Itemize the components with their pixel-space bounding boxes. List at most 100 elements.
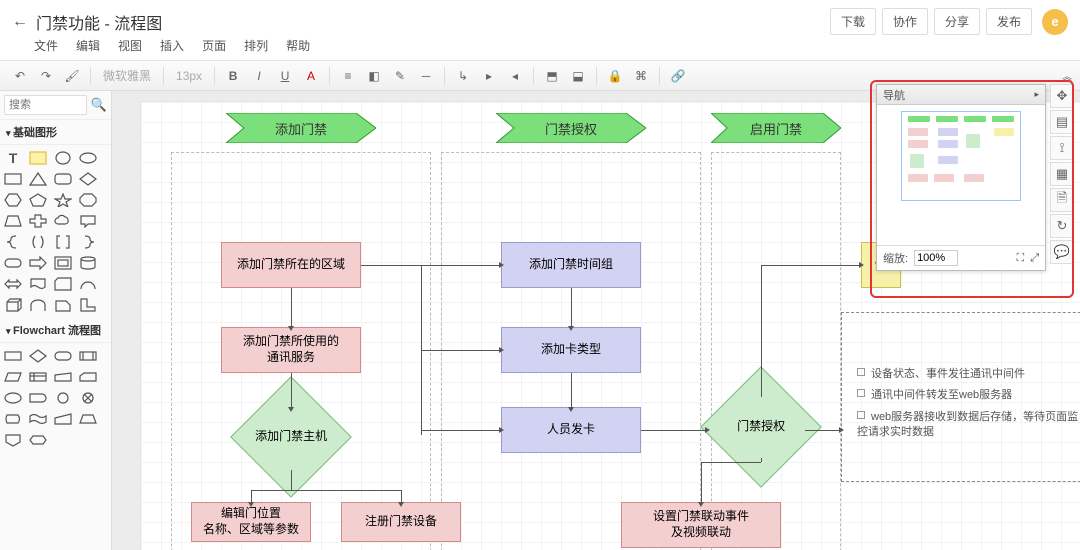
menu-view[interactable]: 视图 [118, 37, 142, 54]
flow-manualin-icon[interactable] [52, 410, 74, 428]
node-card-type[interactable]: 添加卡类型 [501, 327, 641, 373]
menu-file[interactable]: 文件 [34, 37, 58, 54]
node-time-group[interactable]: 添加门禁时间组 [501, 242, 641, 288]
shape-star-icon[interactable] [52, 191, 74, 209]
node-add-area[interactable]: 添加门禁所在的区域 [221, 242, 361, 288]
shape-paren-icon[interactable] [27, 233, 49, 251]
flow-process-icon[interactable] [2, 347, 24, 365]
rail-ruler-icon[interactable]: ⟟ [1050, 136, 1074, 160]
flow-decision-icon[interactable] [27, 347, 49, 365]
shape-text-icon[interactable]: T [2, 149, 24, 167]
flow-internal-icon[interactable] [27, 368, 49, 386]
flow-card2-icon[interactable] [77, 368, 99, 386]
lock-icon[interactable]: 🔒 [603, 65, 627, 87]
line-style-icon[interactable]: ─ [414, 65, 438, 87]
collaborate-button[interactable]: 协作 [882, 8, 928, 35]
flow-sum-icon[interactable] [77, 389, 99, 407]
download-button[interactable]: 下载 [830, 8, 876, 35]
node-add-comm[interactable]: 添加门禁所使用的 通讯服务 [221, 327, 361, 373]
user-avatar[interactable]: e [1042, 9, 1068, 35]
lane-enable-header[interactable]: 启用门禁 [711, 113, 841, 143]
arrow-end-icon[interactable]: ◂ [503, 65, 527, 87]
back-arrow-icon[interactable]: ← [12, 13, 28, 31]
group-icon[interactable]: ⌘ [629, 65, 653, 87]
node-edit-door[interactable]: 编辑门位置 名称、区域等参数 [191, 502, 311, 542]
flow-stored-icon[interactable] [2, 389, 24, 407]
lane-enable[interactable]: 启用门禁 [711, 152, 841, 550]
shape-card-icon[interactable] [52, 275, 74, 293]
shape-arch-icon[interactable] [27, 296, 49, 314]
shape-cube-icon[interactable] [2, 296, 24, 314]
front-icon[interactable]: ⬒ [540, 65, 564, 87]
shape-circle-icon[interactable] [52, 149, 74, 167]
shape-cloud-icon[interactable] [52, 212, 74, 230]
rail-outline-icon[interactable]: ▦ [1050, 162, 1074, 186]
lane-auth-header[interactable]: 门禁授权 [496, 113, 646, 143]
bold-icon[interactable]: B [221, 65, 245, 87]
font-size-selector[interactable]: 13px [170, 69, 208, 83]
shape-cylinder-icon[interactable] [77, 254, 99, 272]
italic-icon[interactable]: I [247, 65, 271, 87]
flow-predef-icon[interactable] [77, 347, 99, 365]
shape-brace-r-icon[interactable] [77, 233, 99, 251]
shape-callout-icon[interactable] [77, 212, 99, 230]
lane-add-header[interactable]: 添加门禁 [226, 113, 376, 143]
navigator-panel[interactable]: 导航 ▸ 缩放: ⛶ ⤢ [876, 84, 1046, 271]
shape-bracket-icon[interactable] [52, 233, 74, 251]
line-color-icon[interactable]: ✎ [388, 65, 412, 87]
node-linkage[interactable]: 设置门禁联动事件 及视频联动 [621, 502, 781, 548]
align-icon[interactable]: ≡ [336, 65, 360, 87]
flow-data-icon[interactable] [2, 368, 24, 386]
palette-flow-header[interactable]: Flowchart 流程图 [0, 318, 111, 343]
publish-button[interactable]: 发布 [986, 8, 1032, 35]
shape-triangle-icon[interactable] [27, 170, 49, 188]
navigator-menu-icon[interactable]: ▸ [1034, 89, 1039, 100]
shape-arrow-r-icon[interactable] [27, 254, 49, 272]
shape-pill-icon[interactable] [2, 254, 24, 272]
shape-frame-icon[interactable] [52, 254, 74, 272]
shape-arrow-lr-icon[interactable] [2, 275, 24, 293]
connector-icon[interactable]: ↳ [451, 65, 475, 87]
shape-search-input[interactable] [4, 95, 87, 115]
rail-page-icon[interactable]: 🗎 [1050, 188, 1074, 212]
format-painter-icon[interactable]: 🖌 [60, 65, 84, 87]
rail-history-icon[interactable]: ↻ [1050, 214, 1074, 238]
link-icon[interactable]: 🔗 [666, 65, 690, 87]
rail-move-icon[interactable]: ✥ [1050, 84, 1074, 108]
flow-preparation-icon[interactable] [27, 431, 49, 449]
fit-width-icon[interactable]: ⤢ [1030, 252, 1039, 265]
rail-comment-icon[interactable]: 💬 [1050, 240, 1074, 264]
navigator-preview[interactable] [877, 105, 1045, 245]
toolbar-expand-icon[interactable]: ︽ [1062, 68, 1072, 83]
arrow-start-icon[interactable]: ▸ [477, 65, 501, 87]
share-button[interactable]: 分享 [934, 8, 980, 35]
node-add-host[interactable]: 添加门禁主机 [231, 402, 351, 472]
shape-roundrect-icon[interactable] [52, 170, 74, 188]
search-icon[interactable]: 🔍 [91, 97, 107, 113]
text-color-icon[interactable]: A [299, 65, 323, 87]
shape-ellipse-icon[interactable] [77, 149, 99, 167]
node-auth-decision[interactable]: 门禁授权 [701, 392, 821, 462]
shape-pentagon-icon[interactable] [27, 191, 49, 209]
shape-doc-icon[interactable] [27, 275, 49, 293]
shape-note-icon[interactable] [27, 149, 49, 167]
menu-arrange[interactable]: 排列 [244, 37, 268, 54]
back-icon[interactable]: ⬓ [566, 65, 590, 87]
rail-layers-icon[interactable]: ▤ [1050, 110, 1074, 134]
shape-tab-icon[interactable] [52, 296, 74, 314]
flow-display-icon[interactable] [2, 410, 24, 428]
zoom-input[interactable] [914, 250, 958, 266]
shape-hexagon-icon[interactable] [2, 191, 24, 209]
flow-terminator-icon[interactable] [52, 347, 74, 365]
flow-trapezoid-icon[interactable] [77, 410, 99, 428]
shape-rect-icon[interactable] [2, 170, 24, 188]
underline-icon[interactable]: U [273, 65, 297, 87]
fill-color-icon[interactable]: ◧ [362, 65, 386, 87]
fit-page-icon[interactable]: ⛶ [1016, 252, 1024, 265]
shape-l-icon[interactable] [77, 296, 99, 314]
shape-octagon-icon[interactable] [77, 191, 99, 209]
shape-trap-icon[interactable] [2, 212, 24, 230]
flow-delay-icon[interactable] [27, 389, 49, 407]
undo-icon[interactable]: ↶ [8, 65, 32, 87]
flow-offpage-icon[interactable] [2, 431, 24, 449]
